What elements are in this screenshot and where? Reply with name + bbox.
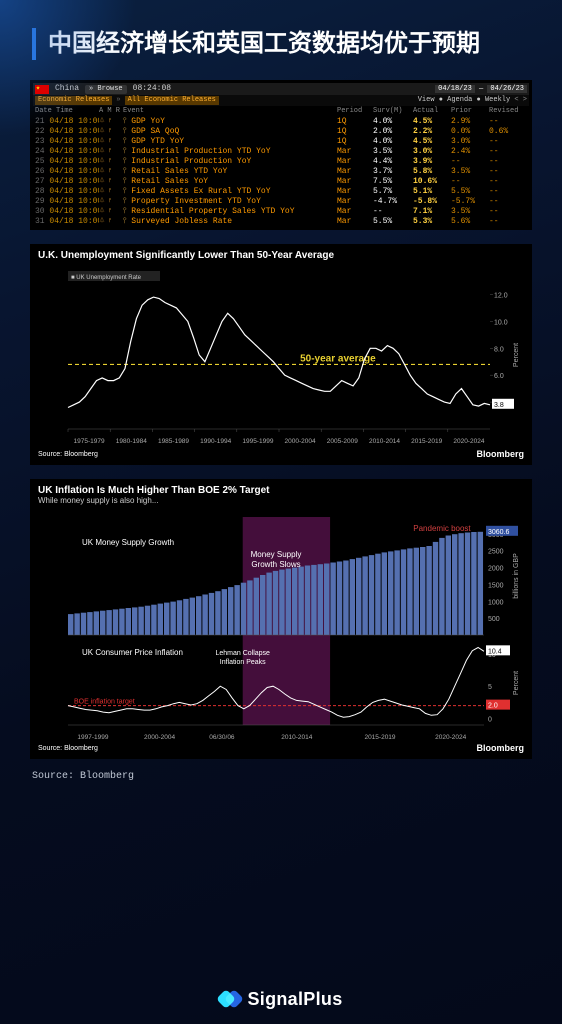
inflation-title: UK Inflation Is Much Higher Than BOE 2% … (38, 485, 524, 496)
terminal-row: 28 04/18 10:00⏄ ⫯⫯ Fixed Assets Ex Rural… (33, 187, 529, 197)
svg-text:6.0: 6.0 (494, 373, 504, 380)
svg-text:2000: 2000 (488, 565, 504, 572)
svg-text:Percent: Percent (513, 671, 520, 695)
inflation-source: Source: Bloomberg (38, 745, 98, 752)
outer-source: Source: Bloomberg (30, 771, 532, 782)
inflation-subtitle: While money supply is also high... (38, 496, 524, 505)
terminal-row: 27 04/18 10:00⏄ ⫯⫯ Retail Sales YoYMar7.… (33, 177, 529, 187)
unemployment-title: U.K. Unemployment Significantly Lower Th… (38, 250, 524, 261)
svg-text:Pandemic boost: Pandemic boost (413, 524, 471, 533)
svg-text:Growth Slows: Growth Slows (251, 560, 300, 569)
terminal-row: 30 04/18 10:00⏄ ⫯⫯ Residential Property … (33, 207, 529, 217)
svg-text:Inflation Peaks: Inflation Peaks (220, 659, 266, 666)
country-label: China (55, 84, 79, 94)
svg-text:1975-1979: 1975-1979 (74, 438, 105, 445)
filter-all[interactable]: All Economic Releases (125, 96, 219, 105)
svg-text:billions in GBP: billions in GBP (513, 553, 520, 599)
bloomberg-logo-2: Bloomberg (476, 743, 524, 753)
svg-text:2500: 2500 (488, 549, 504, 556)
svg-text:2.0: 2.0 (488, 703, 498, 710)
svg-text:3.8: 3.8 (494, 402, 504, 409)
terminal-topbar: China » Browse 08:24:08 04/18/23 — 04/26… (33, 83, 529, 95)
svg-text:UK Money Supply Growth: UK Money Supply Growth (82, 538, 174, 547)
terminal-row: 23 04/18 10:00⏄ ⫯⫯ GDP YTD YoY1Q4.0%4.5%… (33, 137, 529, 147)
svg-text:UK Consumer Price Inflation: UK Consumer Price Inflation (82, 648, 183, 657)
svg-text:12.0: 12.0 (494, 292, 508, 299)
svg-text:10.0: 10.0 (494, 319, 508, 326)
china-flag-icon (35, 85, 49, 94)
terminal-row: 24 04/18 10:00⏄ ⫯⫯ Industrial Production… (33, 147, 529, 157)
svg-text:500: 500 (488, 616, 500, 623)
svg-text:5: 5 (488, 684, 492, 691)
svg-text:Money Supply: Money Supply (251, 550, 302, 559)
terminal-row: 25 04/18 10:00⏄ ⫯⫯ Industrial Production… (33, 157, 529, 167)
terminal-columns: Date Time A M R Event Period Surv(M) Act… (33, 106, 529, 117)
unemployment-chart-panel: U.K. Unemployment Significantly Lower Th… (30, 244, 532, 465)
svg-text:2020-2024: 2020-2024 (435, 734, 466, 741)
svg-text:2005-2009: 2005-2009 (327, 438, 358, 445)
svg-text:Percent: Percent (513, 343, 520, 367)
footer-brand: SignalPlus (247, 989, 342, 1010)
page-title: 中国经济增长和英国工资数据均优于预期 (48, 28, 530, 60)
svg-text:06/30/06: 06/30/06 (209, 734, 235, 741)
terminal-row: 22 04/18 10:00⏄ ⫯⫯ GDP SA QoQ1Q2.0%2.2%0… (33, 127, 529, 137)
signalplus-mark-icon (219, 988, 241, 1010)
svg-text:1985-1989: 1985-1989 (158, 438, 189, 445)
svg-text:10.4: 10.4 (488, 648, 502, 655)
header: 中国经济增长和英国工资数据均优于预期 (0, 0, 562, 70)
filter-economic[interactable]: Economic Releases (35, 96, 112, 105)
terminal-timestamp: 08:24:08 (133, 84, 171, 94)
inflation-chart-panel: UK Inflation Is Much Higher Than BOE 2% … (30, 479, 532, 759)
unemployment-chart: ■ UK Unemployment Rate4.06.08.010.012.0P… (38, 269, 524, 449)
svg-text:0: 0 (488, 716, 492, 723)
signalplus-logo: SignalPlus (219, 988, 342, 1010)
svg-text:2010-2014: 2010-2014 (281, 734, 312, 741)
svg-text:2015-2019: 2015-2019 (411, 438, 442, 445)
terminal-row: 29 04/18 10:00⏄ ⫯⫯ Property Investment Y… (33, 197, 529, 207)
svg-text:1500: 1500 (488, 582, 504, 589)
svg-text:1997-1999: 1997-1999 (77, 734, 108, 741)
svg-text:1990-1994: 1990-1994 (200, 438, 231, 445)
svg-text:Lehman Collapse: Lehman Collapse (215, 650, 270, 657)
bloomberg-terminal-table: China » Browse 08:24:08 04/18/23 — 04/26… (30, 80, 532, 230)
svg-text:2000-2004: 2000-2004 (144, 734, 175, 741)
footer: SignalPlus (0, 988, 562, 1010)
svg-text:2015-2019: 2015-2019 (364, 734, 395, 741)
svg-text:3060.6: 3060.6 (488, 529, 510, 536)
terminal-row: 26 04/18 10:00⏄ ⫯⫯ Retail Sales YTD YoYM… (33, 167, 529, 177)
svg-text:BOE inflation target: BOE inflation target (74, 699, 135, 706)
svg-text:8.0: 8.0 (494, 346, 504, 353)
svg-text:1980-1984: 1980-1984 (116, 438, 147, 445)
terminal-row: 31 04/18 10:00⏄ ⫯⫯ Surveyed Jobless Rate… (33, 217, 529, 227)
date-range: 04/18/23 — 04/26/23 (435, 85, 527, 94)
svg-text:1000: 1000 (488, 599, 504, 606)
svg-text:2020-2024: 2020-2024 (453, 438, 484, 445)
terminal-row: 21 04/18 10:00⏄ ⫯⫯ GDP YoY1Q4.0%4.5%2.9%… (33, 117, 529, 127)
browse-button[interactable]: » Browse (85, 85, 127, 94)
terminal-subbar: Economic Releases » All Economic Release… (33, 95, 529, 106)
svg-text:1995-1999: 1995-1999 (242, 438, 273, 445)
inflation-chart: 50010001500200025003000billions in GBPUK… (38, 513, 524, 743)
svg-text:2000-2004: 2000-2004 (285, 438, 316, 445)
svg-text:■ UK Unemployment Rate: ■ UK Unemployment Rate (71, 275, 142, 281)
terminal-rows: 21 04/18 10:00⏄ ⫯⫯ GDP YoY1Q4.0%4.5%2.9%… (33, 117, 529, 227)
svg-text:2010-2014: 2010-2014 (369, 438, 400, 445)
bloomberg-logo: Bloomberg (476, 449, 524, 459)
unemployment-source: Source: Bloomberg (38, 451, 98, 458)
